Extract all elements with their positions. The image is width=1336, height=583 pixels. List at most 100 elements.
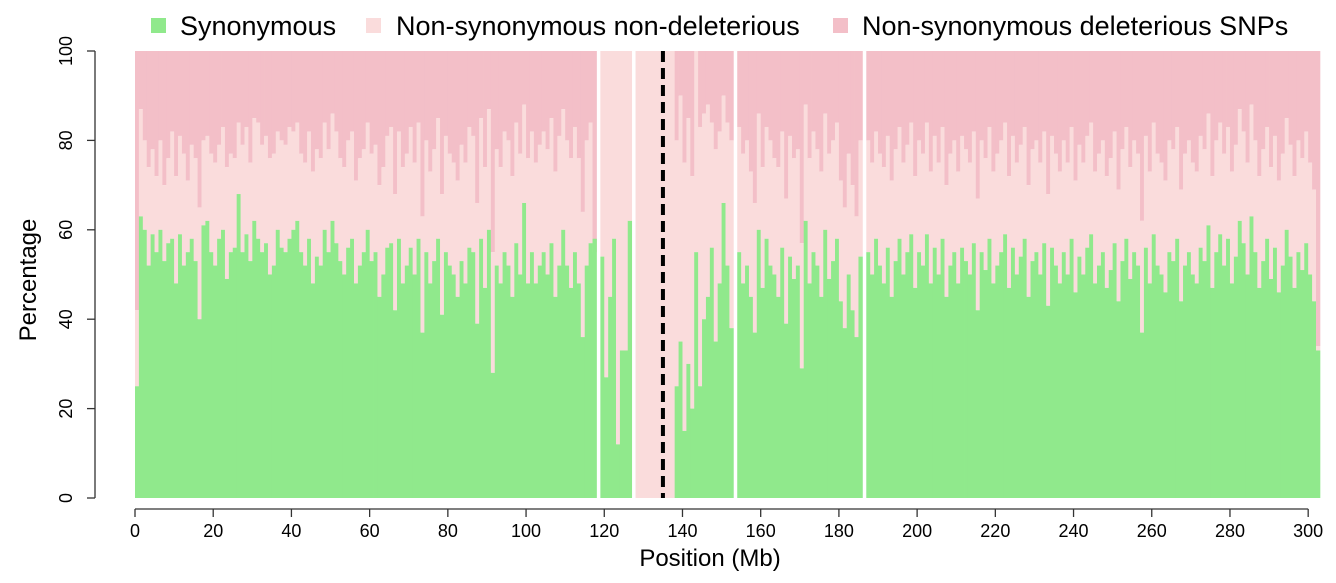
bar-deleterious [717, 51, 722, 132]
bar-deleterious [842, 51, 848, 208]
bar-synonymous [1100, 252, 1106, 498]
bar-deleterious [1132, 51, 1137, 141]
bar-deleterious [271, 51, 277, 154]
bar-bin [1089, 51, 1094, 498]
bar-non-deleterious [232, 158, 238, 248]
bar-bin [917, 51, 922, 498]
legend: Synonymous Non-synonymous non-deleteriou… [151, 11, 1288, 41]
bar-synonymous [518, 274, 523, 498]
bar-non-deleterious [353, 180, 359, 284]
bar-synonymous [768, 265, 773, 498]
bar-bin [1261, 51, 1266, 498]
bar-non-deleterious [928, 171, 934, 284]
bar-bin [213, 51, 218, 498]
bar-bin [1065, 51, 1071, 498]
bar-synonymous [287, 238, 292, 499]
bar-non-deleterious [299, 153, 304, 253]
x-tick-label: 20 [203, 521, 223, 541]
bar-non-deleterious [678, 95, 683, 342]
bar-synonymous [944, 296, 949, 498]
bar-bin [1128, 51, 1133, 498]
bar-synonymous [698, 386, 703, 498]
bar-deleterious [1128, 51, 1133, 168]
bar-deleterious [467, 51, 472, 127]
bar-synonymous [369, 261, 374, 498]
bar-deleterious [135, 51, 140, 311]
bar-non-deleterious [256, 122, 261, 239]
bar-synonymous [748, 296, 754, 498]
bar-synonymous [291, 229, 296, 499]
bar-synonymous [373, 252, 378, 498]
bar-synonymous [1288, 256, 1293, 498]
bar-bin [1014, 51, 1020, 498]
bar-bin [486, 51, 492, 499]
bar-bin [1104, 51, 1110, 498]
bar-synonymous [1245, 274, 1250, 498]
bar-deleterious [381, 51, 386, 168]
bar-deleterious [795, 51, 801, 150]
bar-bin [897, 51, 902, 499]
bar-synonymous [678, 341, 683, 498]
bar-bin [353, 51, 359, 498]
bar-non-deleterious [1222, 153, 1227, 266]
bar-non-deleterious [561, 109, 566, 230]
bar-synonymous [1229, 283, 1235, 498]
bar-synonymous [752, 332, 758, 498]
bar-non-deleterious [436, 118, 441, 239]
bar-synonymous [330, 220, 335, 499]
bar-bin [964, 51, 969, 498]
bar-synonymous [463, 283, 468, 498]
bar-deleterious [264, 51, 269, 136]
bar-non-deleterious [803, 104, 809, 221]
bar-deleterious [318, 51, 324, 159]
bar-non-deleterious [271, 153, 277, 266]
bar-non-deleterious [752, 202, 758, 333]
bar-bin [260, 51, 265, 498]
bar-synonymous [807, 283, 812, 498]
bar-non-deleterious [1097, 153, 1102, 266]
bar-synonymous [440, 314, 445, 498]
bar-deleterious [827, 51, 832, 154]
bar-synonymous [244, 234, 249, 498]
bar-deleterious [553, 51, 558, 172]
bar-bin [533, 51, 539, 498]
bar-bin [1057, 51, 1063, 498]
bar-deleterious [1057, 51, 1063, 172]
bar-synonymous [170, 238, 175, 499]
bar-non-deleterious [616, 51, 621, 445]
bar-bin [983, 51, 988, 498]
bar-bin [952, 51, 957, 498]
bar-synonymous [975, 310, 981, 498]
bar-bin [522, 51, 527, 499]
bar-non-deleterious [342, 167, 347, 275]
bar-bin [909, 51, 914, 498]
bar-synonymous [248, 261, 253, 498]
bar-non-deleterious [608, 51, 613, 297]
bar-bin [834, 51, 840, 499]
bar-synonymous [357, 265, 363, 498]
bar-deleterious [1249, 51, 1254, 105]
bar-non-deleterious [565, 140, 570, 266]
bar-non-deleterious [1206, 113, 1211, 226]
bar-bin [846, 51, 852, 498]
bar-non-deleterious [533, 162, 539, 284]
bar-synonymous [526, 283, 531, 498]
bar-non-deleterious [557, 135, 562, 266]
bar-non-deleterious [827, 153, 832, 279]
bar-non-deleterious [960, 135, 965, 248]
bar-deleterious [1136, 51, 1141, 154]
bar-bin [318, 51, 324, 498]
bar-deleterious [780, 51, 785, 132]
bar-synonymous [811, 252, 816, 498]
bar-deleterious [459, 51, 464, 145]
bar-non-deleterious [760, 167, 766, 288]
bar-synonymous [971, 243, 977, 498]
bar-deleterious [1034, 51, 1039, 141]
bar-deleterious [217, 51, 222, 145]
bar-synonymous [1065, 274, 1071, 498]
bar-non-deleterious [1190, 162, 1196, 275]
bar-deleterious [866, 51, 871, 141]
bar-non-deleterious [1030, 149, 1035, 262]
bar-non-deleterious [424, 140, 429, 253]
bar-bin [545, 51, 550, 498]
